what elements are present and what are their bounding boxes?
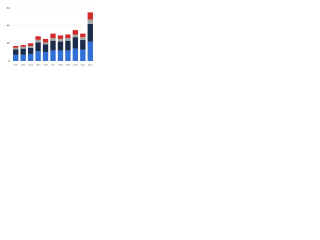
bar-segment xyxy=(65,40,71,51)
x-tick-label: 2012 xyxy=(14,65,19,67)
bar-segment xyxy=(20,48,26,55)
bar-segment xyxy=(20,45,26,47)
bar-segment xyxy=(72,34,79,38)
bar-segment xyxy=(20,46,26,49)
bar-segment xyxy=(72,37,79,49)
bar-segment xyxy=(80,39,86,50)
bar-segment xyxy=(50,50,56,61)
bar-segment xyxy=(87,41,93,61)
bar-segment xyxy=(42,38,49,43)
bar-segment xyxy=(57,41,64,51)
y-tick-label: 60 xyxy=(7,6,11,10)
bar-segment xyxy=(42,44,49,53)
bar-segment xyxy=(27,47,34,54)
bar-segment xyxy=(80,33,86,38)
bar-segment xyxy=(65,50,71,61)
bar-segment xyxy=(57,50,64,61)
bar-segment xyxy=(35,51,41,61)
x-tick-label: 2013 xyxy=(21,65,26,67)
bar-segment xyxy=(35,36,41,40)
bar-segment xyxy=(87,19,93,24)
y-tick-label: 20 xyxy=(7,41,11,45)
bar-segment xyxy=(72,48,79,61)
x-tick-label: 2017 xyxy=(51,65,56,67)
bar-segment xyxy=(80,49,86,61)
x-tick-label: 2021 xyxy=(81,65,86,67)
bar-segment xyxy=(20,54,26,61)
bar-segment xyxy=(13,49,19,55)
x-tick-label: 2014 xyxy=(28,65,33,67)
bar-segment xyxy=(13,54,19,61)
bar-segment xyxy=(50,38,56,41)
bar-segment xyxy=(35,39,41,43)
y-tick-label: 40 xyxy=(7,23,11,27)
bar-segment xyxy=(42,52,49,61)
x-tick-label: 2019 xyxy=(66,65,71,67)
x-tick-label: 2022 xyxy=(88,65,93,67)
x-tick-label: 2020 xyxy=(73,65,78,67)
x-tick-label: 2016 xyxy=(43,65,48,67)
bar-segment xyxy=(13,47,19,50)
y-tick-label: 0 xyxy=(8,59,10,63)
bar-segment xyxy=(42,42,49,45)
bar-segment xyxy=(65,34,71,39)
bar-segment xyxy=(80,37,86,40)
bar-segment xyxy=(35,42,41,52)
bar-segment xyxy=(57,35,64,39)
bar-segment xyxy=(50,40,56,51)
bar-segment xyxy=(87,12,93,20)
bar-segment xyxy=(87,23,93,42)
bar-segment xyxy=(57,38,64,42)
bar-segment xyxy=(27,53,34,61)
x-tick-label: 2018 xyxy=(58,65,63,67)
bar-segment xyxy=(27,45,34,48)
bar-segment xyxy=(72,30,79,35)
bar-segment xyxy=(50,33,56,39)
bar-segment xyxy=(27,43,34,46)
bar-segment xyxy=(13,45,19,48)
bar-segment xyxy=(65,38,71,41)
x-tick-label: 2015 xyxy=(36,65,41,67)
